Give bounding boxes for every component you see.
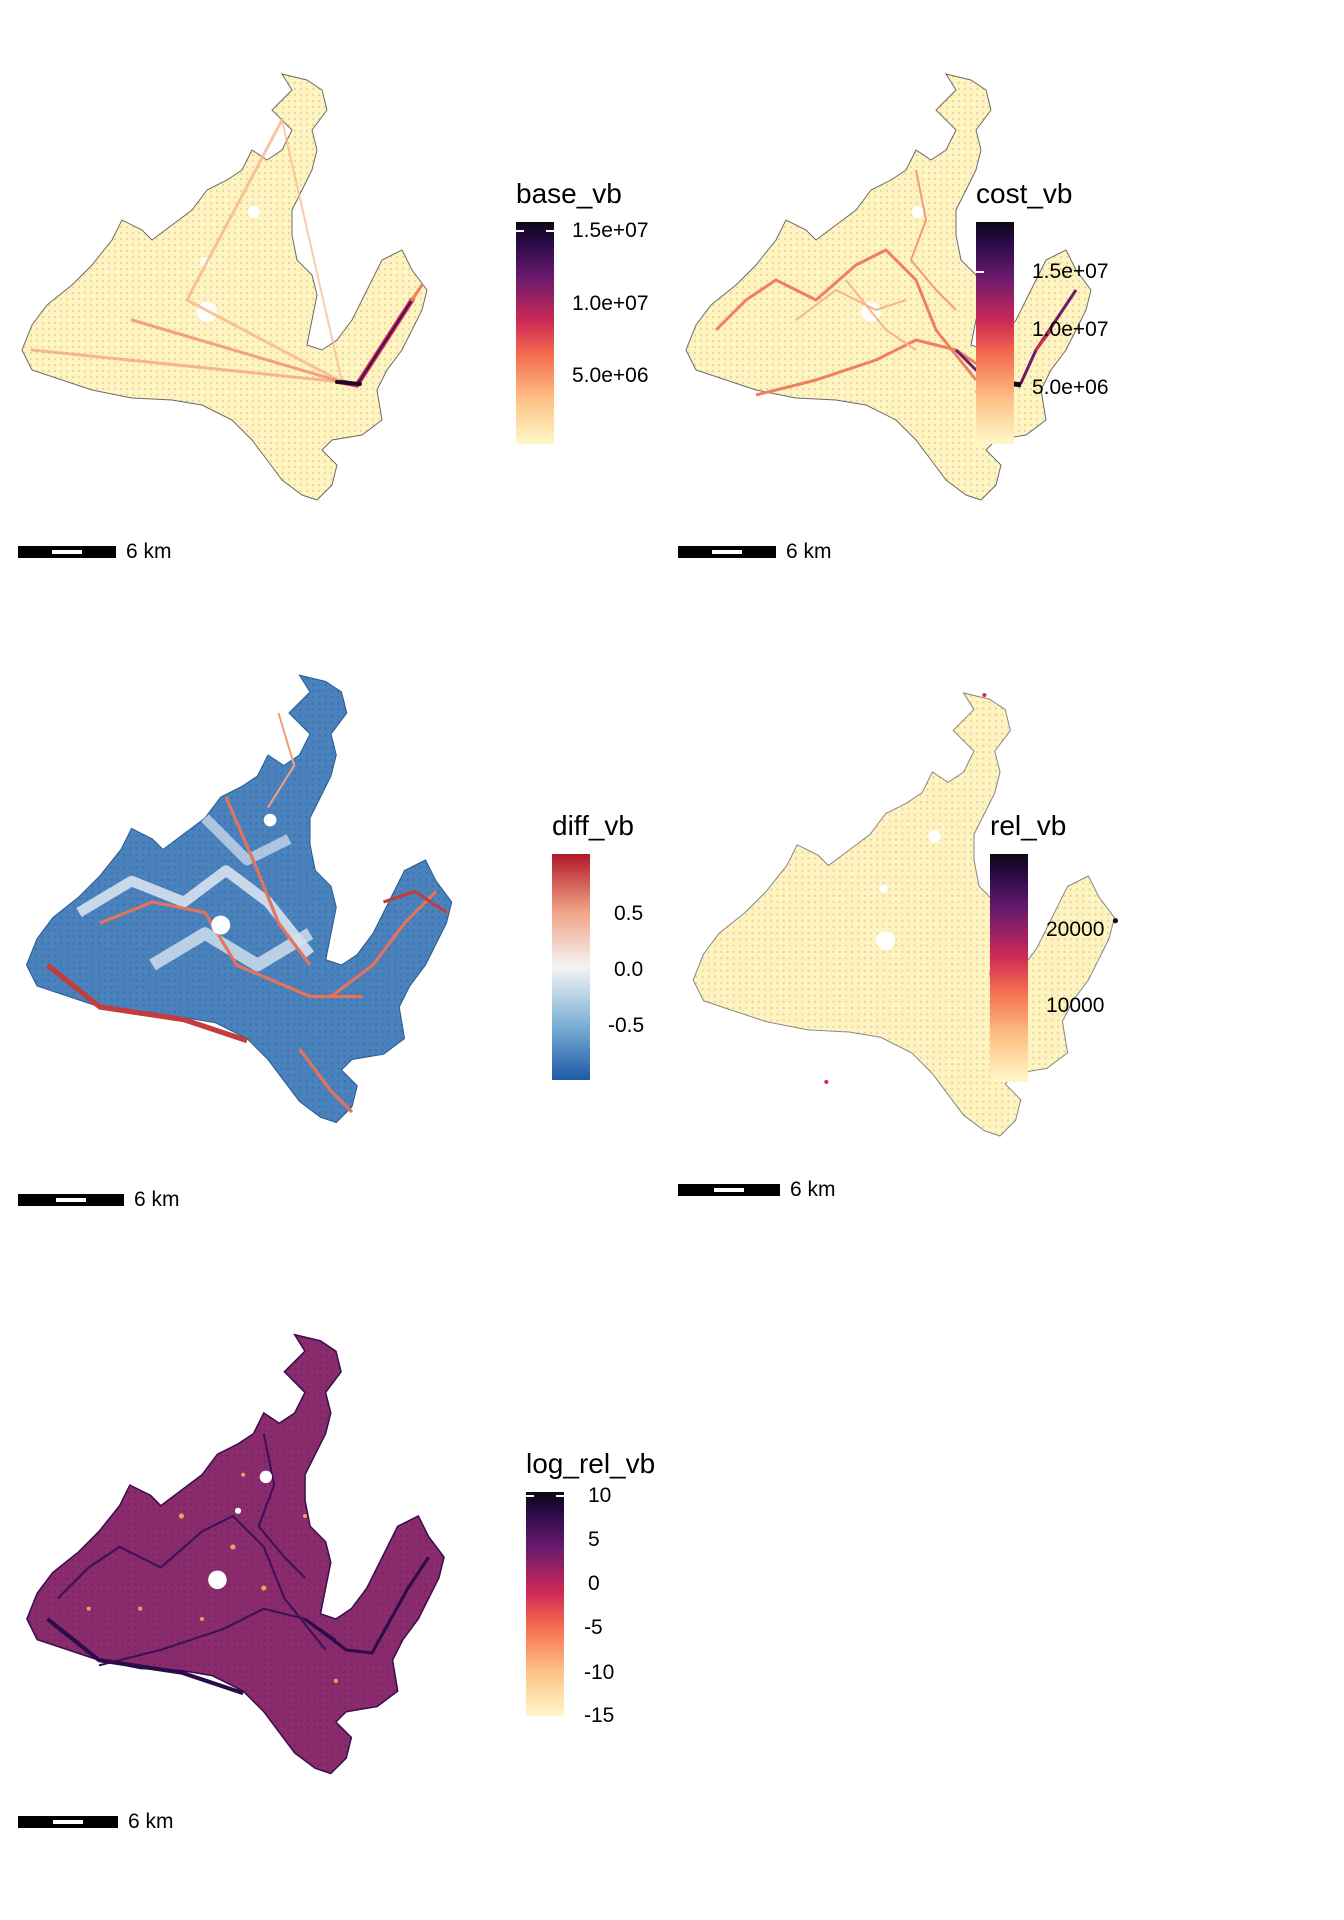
panel-rel-vb: rel_vb 20000 10000 6 km	[672, 640, 1344, 1260]
tick-label: 1.0e+07	[1032, 318, 1109, 341]
hotspot-red	[824, 1079, 829, 1084]
tick-label: 0.5	[614, 902, 644, 925]
scalebar-segment	[56, 1198, 86, 1202]
diff-patches	[45, 712, 448, 1114]
colorbar	[990, 854, 1028, 1082]
map-diff-vb	[25, 674, 453, 1124]
log-patches	[46, 1433, 430, 1696]
tick-label: 5	[588, 1528, 600, 1551]
tick-label: 0.0	[614, 958, 644, 981]
scalebar-segment	[712, 550, 742, 554]
legend-title: rel_vb	[990, 810, 1067, 841]
legend-title: base_vb	[516, 178, 622, 209]
colorbar	[526, 1492, 564, 1716]
legend-title: cost_vb	[976, 178, 1073, 209]
scalebar-label: 6 km	[128, 1810, 174, 1833]
tick-label: -15	[584, 1704, 615, 1727]
scalebar-segment	[714, 1188, 744, 1192]
legend-title: diff_vb	[552, 810, 634, 841]
tick-label: 10000	[1046, 994, 1105, 1017]
scalebar-segment	[52, 550, 82, 554]
tick-label: 10	[588, 1484, 612, 1507]
tick-label: -5	[584, 1616, 603, 1639]
tick-mark	[546, 230, 554, 232]
hotspot-dark	[1112, 918, 1119, 924]
panel-base-vb: base_vb 1.5e+07 1.0e+07 5.0e+06 6 km	[0, 0, 672, 600]
map-log-rel-vb	[26, 1333, 445, 1775]
colorbar	[976, 222, 1014, 444]
tick-label: 20000	[1046, 918, 1105, 941]
scalebar-label: 6 km	[126, 540, 172, 563]
tick-label: 5.0e+06	[572, 364, 649, 387]
tick-mark	[556, 1495, 564, 1497]
scalebar-segment	[53, 1820, 83, 1824]
scalebar-label: 6 km	[134, 1188, 180, 1211]
legend-title: log_rel_vb	[526, 1448, 656, 1479]
hotspot-red	[982, 692, 987, 698]
tick-mark	[526, 1495, 534, 1497]
scalebar-label: 6 km	[790, 1178, 836, 1201]
panel-diff-vb: diff_vb 0.5 0.0 -0.5 6 km	[0, 640, 672, 1260]
colorbar	[552, 854, 590, 1080]
panel-cost-vb: cost_vb 1.5e+07 1.0e+07 5.0e+06 6 km	[672, 0, 1344, 600]
tick-mark	[976, 271, 984, 273]
tick-label: -10	[584, 1661, 615, 1684]
panel-log-rel-vb: log_rel_vb 10 5 0 -5 -10 -15 6 km	[0, 1290, 672, 1920]
scalebar-label: 6 km	[786, 540, 832, 563]
tick-label: 1.5e+07	[1032, 260, 1109, 283]
flow-lines	[30, 118, 424, 388]
colorbar	[516, 222, 554, 444]
map-base-vb	[21, 73, 428, 501]
tick-label: -0.5	[608, 1014, 645, 1037]
tick-label: 5.0e+06	[1032, 376, 1109, 399]
tick-label: 1.5e+07	[572, 219, 649, 242]
tick-label: 0	[588, 1572, 600, 1595]
tick-mark	[516, 230, 524, 232]
bright-spots	[86, 1472, 338, 1683]
tick-label: 1.0e+07	[572, 292, 649, 315]
